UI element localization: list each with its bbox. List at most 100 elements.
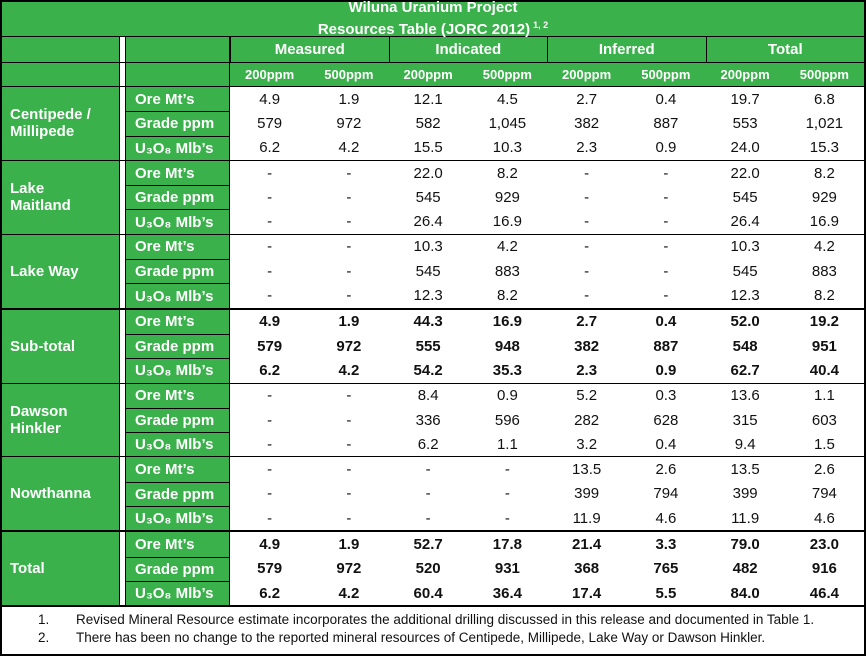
data-cell: 1,021 <box>805 114 844 132</box>
data-cell: 929 <box>494 188 520 206</box>
cutoff-header-inferred-200ppm: 200ppm <box>547 63 627 86</box>
title-bar: Wiluna Uranium Project Resources Table (… <box>2 0 864 38</box>
stage-header-total: Total <box>705 37 864 62</box>
data-cell: 0.4 <box>655 90 677 108</box>
data-cell: - <box>425 509 431 527</box>
group-lake-way: Lake Way Ore Mt’s - - 10.3 4.2 - - 10.3 4.2 Grade … <box>2 234 864 310</box>
data-cell: 26.4 <box>413 213 443 231</box>
footnote-superscript: 1, 2 <box>533 19 549 30</box>
data-cell: 545 <box>732 262 758 280</box>
data-cell: 46.4 <box>809 584 839 602</box>
data-cell: 12.3 <box>413 287 443 305</box>
data-cell: 4.9 <box>259 535 281 553</box>
data-cell: - <box>663 238 669 256</box>
row-label: Grade ppm <box>125 407 230 433</box>
group-dawson-hinkler: Dawson Hinkler Ore Mt’s - - 8.4 0.9 5.2 0.3 13.6… <box>2 383 864 458</box>
column-divider <box>120 234 125 308</box>
column-divider <box>120 309 125 383</box>
data-cell: 368 <box>574 560 600 578</box>
row-label: Ore Mt’s <box>125 309 230 334</box>
data-cell: 579 <box>257 337 283 355</box>
data-cell: 948 <box>494 337 520 355</box>
data-cell: 21.4 <box>572 535 602 553</box>
row-label: Grade ppm <box>125 111 230 136</box>
data-cell: 8.2 <box>496 287 518 305</box>
data-cell: 916 <box>811 560 837 578</box>
row-label: U₃O₈ Mlb’s <box>125 283 230 308</box>
stage-header-measured: Measured <box>230 37 389 62</box>
data-cell: - <box>584 287 590 305</box>
data-cell: 399 <box>574 485 600 503</box>
data-cell: - <box>267 411 273 429</box>
data-cell: 545 <box>415 262 441 280</box>
row-label: U₃O₈ Mlb’s <box>125 580 230 606</box>
row-label: U₃O₈ Mlb’s <box>125 358 230 383</box>
data-cell: 24.0 <box>730 139 760 157</box>
column-divider <box>120 532 125 606</box>
data-cell: 596 <box>494 411 520 429</box>
data-cell: 52.0 <box>730 313 760 331</box>
data-cell: 23.0 <box>809 535 839 553</box>
data-cell: - <box>504 461 510 479</box>
data-cell: 2.3 <box>576 139 598 157</box>
cutoff-header-inferred-500ppm: 500ppm <box>626 63 706 86</box>
data-cell: 883 <box>811 262 837 280</box>
group-total: Total Ore Mt’s 4.9 1.9 52.7 17.8 21.4 3.3 79.0 23… <box>2 532 864 607</box>
data-cell: 6.8 <box>813 90 835 108</box>
data-cell: 282 <box>574 411 600 429</box>
data-cell: 12.3 <box>730 287 760 305</box>
data-cell: 11.9 <box>731 509 760 527</box>
data-cell: 22.0 <box>413 164 443 182</box>
data-cell: 2.7 <box>576 313 598 331</box>
data-cell: 84.0 <box>730 584 760 602</box>
column-divider <box>120 383 125 457</box>
row-label: Grade ppm <box>125 259 230 284</box>
row-label: Ore Mt’s <box>125 234 230 260</box>
data-cell: 2.6 <box>813 461 835 479</box>
data-cell: 399 <box>732 485 758 503</box>
stage-header-row: Measured Indicated Inferred Total <box>2 37 864 63</box>
data-cell: 10.3 <box>730 238 760 256</box>
data-cell: - <box>267 164 273 182</box>
data-cell: 794 <box>811 485 837 503</box>
data-cell: 972 <box>336 114 362 132</box>
row-label: Grade ppm <box>125 333 230 359</box>
row-label: U₃O₈ Mlb’s <box>125 432 230 457</box>
data-cell: 16.9 <box>492 313 522 331</box>
data-cell: - <box>346 238 352 256</box>
footnote-number: 2. <box>38 630 50 646</box>
data-cell: 548 <box>732 337 758 355</box>
data-cell: 315 <box>732 411 758 429</box>
data-cell: 8.2 <box>496 164 518 182</box>
corner-cell-metric <box>125 63 230 86</box>
data-cell: 4.2 <box>496 238 518 256</box>
data-cell: 35.3 <box>492 361 522 379</box>
group-label-nowthanna: Nowthanna <box>2 457 120 531</box>
data-cell: 4.2 <box>338 361 360 379</box>
data-cell: 5.2 <box>576 387 598 405</box>
data-cell: 52.7 <box>413 535 443 553</box>
data-cell: - <box>346 485 352 503</box>
subtitle-text: Resources Table (JORC 2012) <box>317 20 531 38</box>
group-label-dawson-hinkler: Dawson Hinkler <box>2 383 120 457</box>
data-cell: 79.0 <box>730 535 760 553</box>
data-cell: 545 <box>732 188 758 206</box>
data-cell: - <box>346 435 352 453</box>
data-cell: 60.4 <box>413 584 443 602</box>
data-cell: 10.3 <box>413 238 443 256</box>
group-label-lake-maitland: Lake Maitland <box>2 160 120 234</box>
cutoff-header-indicated-500ppm: 500ppm <box>467 63 547 86</box>
data-cell: 972 <box>336 560 362 578</box>
cutoff-header-measured-200ppm: 200ppm <box>230 63 310 86</box>
data-cell: 4.2 <box>338 584 360 602</box>
data-cell: 4.2 <box>338 139 360 157</box>
column-divider <box>120 160 125 234</box>
group-label-sub-total: Sub-total <box>2 309 120 383</box>
corner-cell-area <box>2 63 120 86</box>
data-cell: 765 <box>653 560 679 578</box>
cutoff-header-measured-500ppm: 500ppm <box>309 63 389 86</box>
data-cell: 579 <box>257 560 283 578</box>
data-cell: 972 <box>336 337 362 355</box>
resource-groups: Centipede / Millipede Ore Mt’s 4.9 1.9 12.1 4… <box>2 87 864 607</box>
data-cell: 17.8 <box>492 535 522 553</box>
